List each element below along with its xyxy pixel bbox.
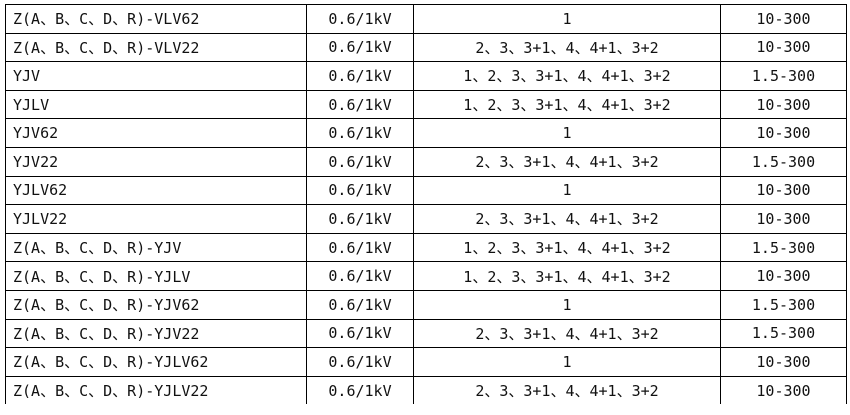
cable-model-cell: YJLV22	[5, 204, 307, 234]
table-row: YJLV22 0.6/1kV 2、3、3+1、4、4+1、3+2 10-300	[5, 204, 847, 234]
cable-model-cell: Z(A、B、C、D、R)-YJV	[5, 232, 307, 263]
table-row: YJV62 0.6/1kV 1 10-300	[5, 118, 847, 148]
voltage-cell: 0.6/1kV	[306, 232, 414, 263]
table-row: YJV22 0.6/1kV 2、3、3+1、4、4+1、3+2 1.5-300	[5, 146, 847, 177]
table-row: Z(A、B、C、D、R)-YJLV 0.6/1kV 1、2、3、3+1、4、4+1、…	[5, 261, 847, 291]
table-row: Z(A、B、C、D、R)-YJV62 0.6/1kV 1 1.5-300	[5, 289, 847, 320]
cable-model-cell: YJLV	[5, 89, 307, 120]
voltage-cell: 0.6/1kV	[306, 61, 414, 91]
cable-model-cell: Z(A、B、C、D、R)-YJLV22	[5, 375, 307, 405]
cross-section-cell: 10-300	[720, 89, 847, 120]
voltage-cell: 0.6/1kV	[306, 118, 414, 148]
cores-cell: 1、2、3、3+1、4、4+1、3+2	[413, 261, 721, 291]
voltage-cell: 0.6/1kV	[306, 146, 414, 177]
cores-cell: 1、2、3、3+1、4、4+1、3+2	[413, 61, 721, 91]
table-row: Z(A、B、C、D、R)-YJV22 0.6/1kV 2、3、3+1、4、4+1、3…	[5, 318, 847, 349]
cores-cell: 1	[413, 347, 721, 377]
cores-cell: 2、3、3+1、4、4+1、3+2	[413, 204, 721, 234]
cores-cell: 1	[413, 175, 721, 206]
cable-model-cell: Z(A、B、C、D、R)-VLV62	[5, 4, 307, 34]
table-row: YJLV62 0.6/1kV 1 10-300	[5, 175, 847, 206]
cores-cell: 1	[413, 4, 721, 34]
voltage-cell: 0.6/1kV	[306, 204, 414, 234]
voltage-cell: 0.6/1kV	[306, 289, 414, 320]
voltage-cell: 0.6/1kV	[306, 318, 414, 349]
cable-spec-table: Z(A、B、C、D、R)-VLV62 0.6/1kV 1 10-300 Z(A、B、C、…	[5, 4, 847, 405]
cross-section-cell: 10-300	[720, 118, 847, 148]
cross-section-cell: 10-300	[720, 375, 847, 405]
cable-model-cell: YJV	[5, 61, 307, 91]
cable-model-cell: Z(A、B、C、D、R)-YJV62	[5, 289, 307, 320]
cross-section-cell: 10-300	[720, 347, 847, 377]
table-row: YJLV 0.6/1kV 1、2、3、3+1、4、4+1、3+2 10-300	[5, 89, 847, 120]
cores-cell: 2、3、3+1、4、4+1、3+2	[413, 318, 721, 349]
cross-section-cell: 1.5-300	[720, 318, 847, 349]
cable-model-cell: Z(A、B、C、D、R)-VLV22	[5, 32, 307, 63]
cores-cell: 1	[413, 118, 721, 148]
cores-cell: 2、3、3+1、4、4+1、3+2	[413, 375, 721, 405]
voltage-cell: 0.6/1kV	[306, 4, 414, 34]
cross-section-cell: 10-300	[720, 175, 847, 206]
cores-cell: 2、3、3+1、4、4+1、3+2	[413, 146, 721, 177]
voltage-cell: 0.6/1kV	[306, 89, 414, 120]
cable-model-cell: Z(A、B、C、D、R)-YJLV62	[5, 347, 307, 377]
voltage-cell: 0.6/1kV	[306, 375, 414, 405]
cross-section-cell: 10-300	[720, 32, 847, 63]
cores-cell: 1、2、3、3+1、4、4+1、3+2	[413, 89, 721, 120]
table-row: Z(A、B、C、D、R)-VLV62 0.6/1kV 1 10-300	[5, 4, 847, 34]
cable-model-cell: Z(A、B、C、D、R)-YJV22	[5, 318, 307, 349]
voltage-cell: 0.6/1kV	[306, 261, 414, 291]
cable-model-cell: YJV22	[5, 146, 307, 177]
cross-section-cell: 1.5-300	[720, 61, 847, 91]
cores-cell: 1、2、3、3+1、4、4+1、3+2	[413, 232, 721, 263]
cross-section-cell: 10-300	[720, 261, 847, 291]
table-row: Z(A、B、C、D、R)-YJV 0.6/1kV 1、2、3、3+1、4、4+1、3…	[5, 232, 847, 263]
cross-section-cell: 1.5-300	[720, 232, 847, 263]
cores-cell: 2、3、3+1、4、4+1、3+2	[413, 32, 721, 63]
cross-section-cell: 1.5-300	[720, 146, 847, 177]
cross-section-cell: 10-300	[720, 204, 847, 234]
cores-cell: 1	[413, 289, 721, 320]
cross-section-cell: 1.5-300	[720, 289, 847, 320]
voltage-cell: 0.6/1kV	[306, 347, 414, 377]
table-row: Z(A、B、C、D、R)-YJLV62 0.6/1kV 1 10-300	[5, 347, 847, 377]
voltage-cell: 0.6/1kV	[306, 32, 414, 63]
cable-model-cell: YJLV62	[5, 175, 307, 206]
table-row: YJV 0.6/1kV 1、2、3、3+1、4、4+1、3+2 1.5-300	[5, 61, 847, 91]
table-row: Z(A、B、C、D、R)-VLV22 0.6/1kV 2、3、3+1、4、4+1、3…	[5, 32, 847, 63]
table-row: Z(A、B、C、D、R)-YJLV22 0.6/1kV 2、3、3+1、4、4+1、…	[5, 375, 847, 405]
cable-model-cell: YJV62	[5, 118, 307, 148]
cross-section-cell: 10-300	[720, 4, 847, 34]
voltage-cell: 0.6/1kV	[306, 175, 414, 206]
cable-model-cell: Z(A、B、C、D、R)-YJLV	[5, 261, 307, 291]
